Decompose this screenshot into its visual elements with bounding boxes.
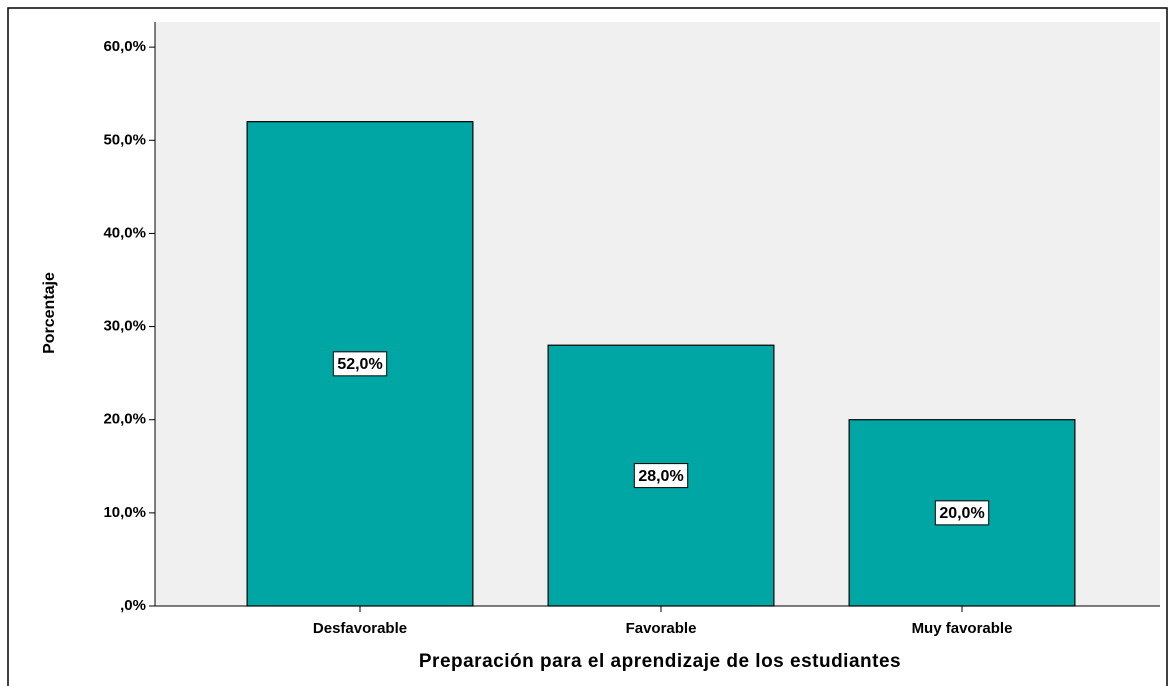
x-tick-label: Desfavorable <box>313 620 407 637</box>
frame <box>7 7 1168 686</box>
value-label-box <box>633 463 689 489</box>
value-label: 28,0% <box>638 468 683 485</box>
y-tick-label: 30,0% <box>103 318 146 335</box>
value-label-box <box>934 500 990 526</box>
value-label-box <box>332 351 388 377</box>
y-tick-label: 20,0% <box>103 411 146 428</box>
x-tick-label: Muy favorable <box>912 620 1013 637</box>
y-tick-label: 50,0% <box>103 131 146 148</box>
y-axis-title: Porcentaje <box>41 272 58 354</box>
value-label: 20,0% <box>939 505 984 522</box>
y-tick-label: ,0% <box>120 597 146 614</box>
y-tick-label: 10,0% <box>103 504 146 521</box>
y-tick-label: 40,0% <box>103 224 146 241</box>
value-label: 52,0% <box>337 356 382 373</box>
y-tick-label: 60,0% <box>103 38 146 55</box>
x-tick-label: Favorable <box>626 620 697 637</box>
x-axis-title: Preparación para el aprendizaje de los e… <box>419 651 901 672</box>
